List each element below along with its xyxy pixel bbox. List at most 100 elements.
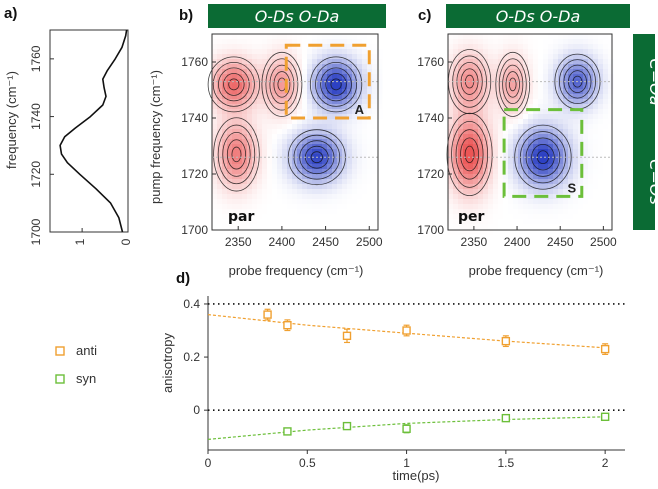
heat-cell bbox=[292, 134, 298, 140]
heat-cell bbox=[237, 104, 243, 110]
heat-cell bbox=[523, 184, 529, 190]
heat-cell bbox=[317, 84, 323, 90]
heat-cell bbox=[548, 49, 554, 55]
heat-cell bbox=[513, 49, 519, 55]
heat-cell bbox=[262, 194, 268, 200]
heat-cell bbox=[217, 154, 223, 160]
heat-cell bbox=[488, 174, 494, 180]
heat-cell bbox=[297, 84, 303, 90]
heat-cell bbox=[448, 199, 454, 205]
heat-cell bbox=[292, 184, 298, 190]
heat-cell bbox=[533, 109, 539, 115]
heat-cell bbox=[227, 204, 233, 210]
heat-cell bbox=[483, 84, 489, 90]
contour-line bbox=[218, 67, 250, 102]
heat-cell bbox=[377, 179, 383, 185]
heat-cell bbox=[548, 54, 554, 60]
heat-cell bbox=[548, 169, 554, 175]
panel-b-ylabel: pump frequency (cm⁻¹) bbox=[148, 70, 163, 204]
heat-cell bbox=[297, 79, 303, 85]
heat-cell bbox=[568, 219, 574, 225]
heat-cell bbox=[267, 119, 273, 125]
heat-cell bbox=[277, 164, 283, 170]
heat-cell bbox=[217, 199, 223, 205]
heat-cell bbox=[292, 189, 298, 195]
heat-cell bbox=[307, 144, 313, 150]
heat-cell bbox=[282, 49, 288, 55]
heat-cell bbox=[598, 209, 604, 215]
heat-cell bbox=[337, 84, 343, 90]
heat-cell bbox=[573, 144, 579, 150]
heat-cell bbox=[352, 49, 358, 55]
heat-cell bbox=[543, 44, 549, 50]
heat-cell bbox=[332, 119, 338, 125]
heat-cell bbox=[608, 49, 614, 55]
heat-cell bbox=[227, 114, 233, 120]
heat-cell bbox=[448, 134, 454, 140]
heat-cell bbox=[448, 119, 454, 125]
heat-cell bbox=[347, 169, 353, 175]
heat-cell bbox=[352, 124, 358, 130]
heat-cell bbox=[347, 119, 353, 125]
heat-cell bbox=[357, 139, 363, 145]
heat-cell bbox=[513, 89, 519, 95]
heat-cell bbox=[302, 69, 308, 75]
heat-cell bbox=[583, 199, 589, 205]
heat-cell bbox=[553, 59, 559, 65]
heat-cell bbox=[237, 94, 243, 100]
heat-cell bbox=[327, 89, 333, 95]
heat-cell bbox=[282, 214, 288, 220]
heat-cell bbox=[578, 49, 584, 55]
heat-cell bbox=[583, 39, 589, 45]
heat-cell bbox=[372, 189, 378, 195]
heat-cell bbox=[478, 209, 484, 215]
heat-cell bbox=[287, 194, 293, 200]
heat-cell bbox=[603, 209, 609, 215]
heat-cell bbox=[212, 109, 218, 115]
heat-cell bbox=[377, 129, 383, 135]
heat-cell bbox=[347, 229, 353, 235]
heat-cell bbox=[608, 204, 614, 210]
heat-cell bbox=[337, 74, 343, 80]
heat-cell bbox=[548, 74, 554, 80]
heat-cell bbox=[488, 49, 494, 55]
heat-cell bbox=[543, 209, 549, 215]
heat-cell bbox=[513, 94, 519, 100]
heat-cell bbox=[518, 114, 524, 120]
heat-cell bbox=[222, 99, 228, 105]
highlight-box-label: S bbox=[567, 180, 576, 195]
heat-cell bbox=[538, 74, 544, 80]
heat-cell bbox=[237, 44, 243, 50]
heat-cell bbox=[528, 104, 534, 110]
heat-cell bbox=[448, 139, 454, 145]
heat-cell bbox=[327, 134, 333, 140]
heat-cell bbox=[302, 184, 308, 190]
heat-cell bbox=[337, 34, 343, 40]
heat-cell bbox=[458, 169, 464, 175]
heat-cell bbox=[362, 94, 368, 100]
heat-cell bbox=[337, 99, 343, 105]
heat-cell bbox=[267, 169, 273, 175]
heat-cell bbox=[327, 169, 333, 175]
heat-cell bbox=[478, 44, 484, 50]
heat-cell bbox=[573, 139, 579, 145]
heat-cell bbox=[468, 139, 474, 145]
heat-cell bbox=[508, 209, 514, 215]
heat-cell bbox=[262, 229, 268, 235]
heat-cell bbox=[217, 189, 223, 195]
heat-cell bbox=[563, 89, 569, 95]
heat-cell bbox=[352, 84, 358, 90]
heat-cell bbox=[518, 164, 524, 170]
heat-cell bbox=[513, 204, 519, 210]
heat-cell bbox=[508, 229, 514, 235]
heat-cell bbox=[543, 119, 549, 125]
heat-cell bbox=[538, 214, 544, 220]
heat-cell bbox=[352, 154, 358, 160]
heat-cell bbox=[357, 59, 363, 65]
heat-cell bbox=[337, 224, 343, 230]
heat-cell bbox=[588, 189, 594, 195]
heat-cell bbox=[362, 169, 368, 175]
heat-cell bbox=[292, 214, 298, 220]
heat-cell bbox=[267, 164, 273, 170]
